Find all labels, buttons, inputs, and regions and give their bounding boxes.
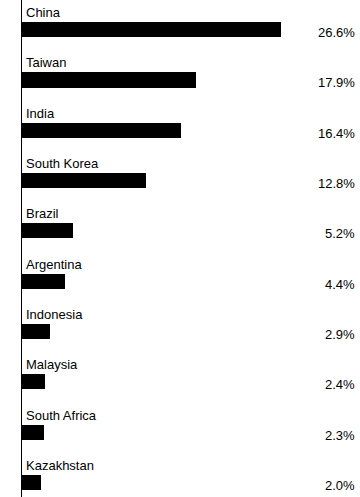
svg-text:5.2%: 5.2% [325,226,355,241]
svg-text:26.6%: 26.6% [318,25,355,40]
svg-text:4.4%: 4.4% [325,277,355,292]
svg-text:Kazakhstan: Kazakhstan [26,458,94,473]
svg-text:17.9%: 17.9% [318,75,355,90]
svg-text:Malaysia: Malaysia [26,357,78,372]
svg-text:South Korea: South Korea [26,156,99,171]
svg-text:16.4%: 16.4% [318,126,355,141]
svg-text:2.4%: 2.4% [325,377,355,392]
svg-text:Argentina: Argentina [26,257,82,272]
svg-text:Brazil: Brazil [26,206,59,221]
svg-text:2.0%: 2.0% [325,478,355,493]
svg-text:Indonesia: Indonesia [26,307,83,322]
svg-text:South Africa: South Africa [26,408,97,423]
svg-text:2.3%: 2.3% [325,428,355,443]
svg-text:China: China [26,5,61,20]
svg-text:Taiwan: Taiwan [26,55,66,70]
svg-text:2.9%: 2.9% [325,327,355,342]
svg-text:India: India [26,106,55,121]
svg-text:12.8%: 12.8% [318,176,355,191]
